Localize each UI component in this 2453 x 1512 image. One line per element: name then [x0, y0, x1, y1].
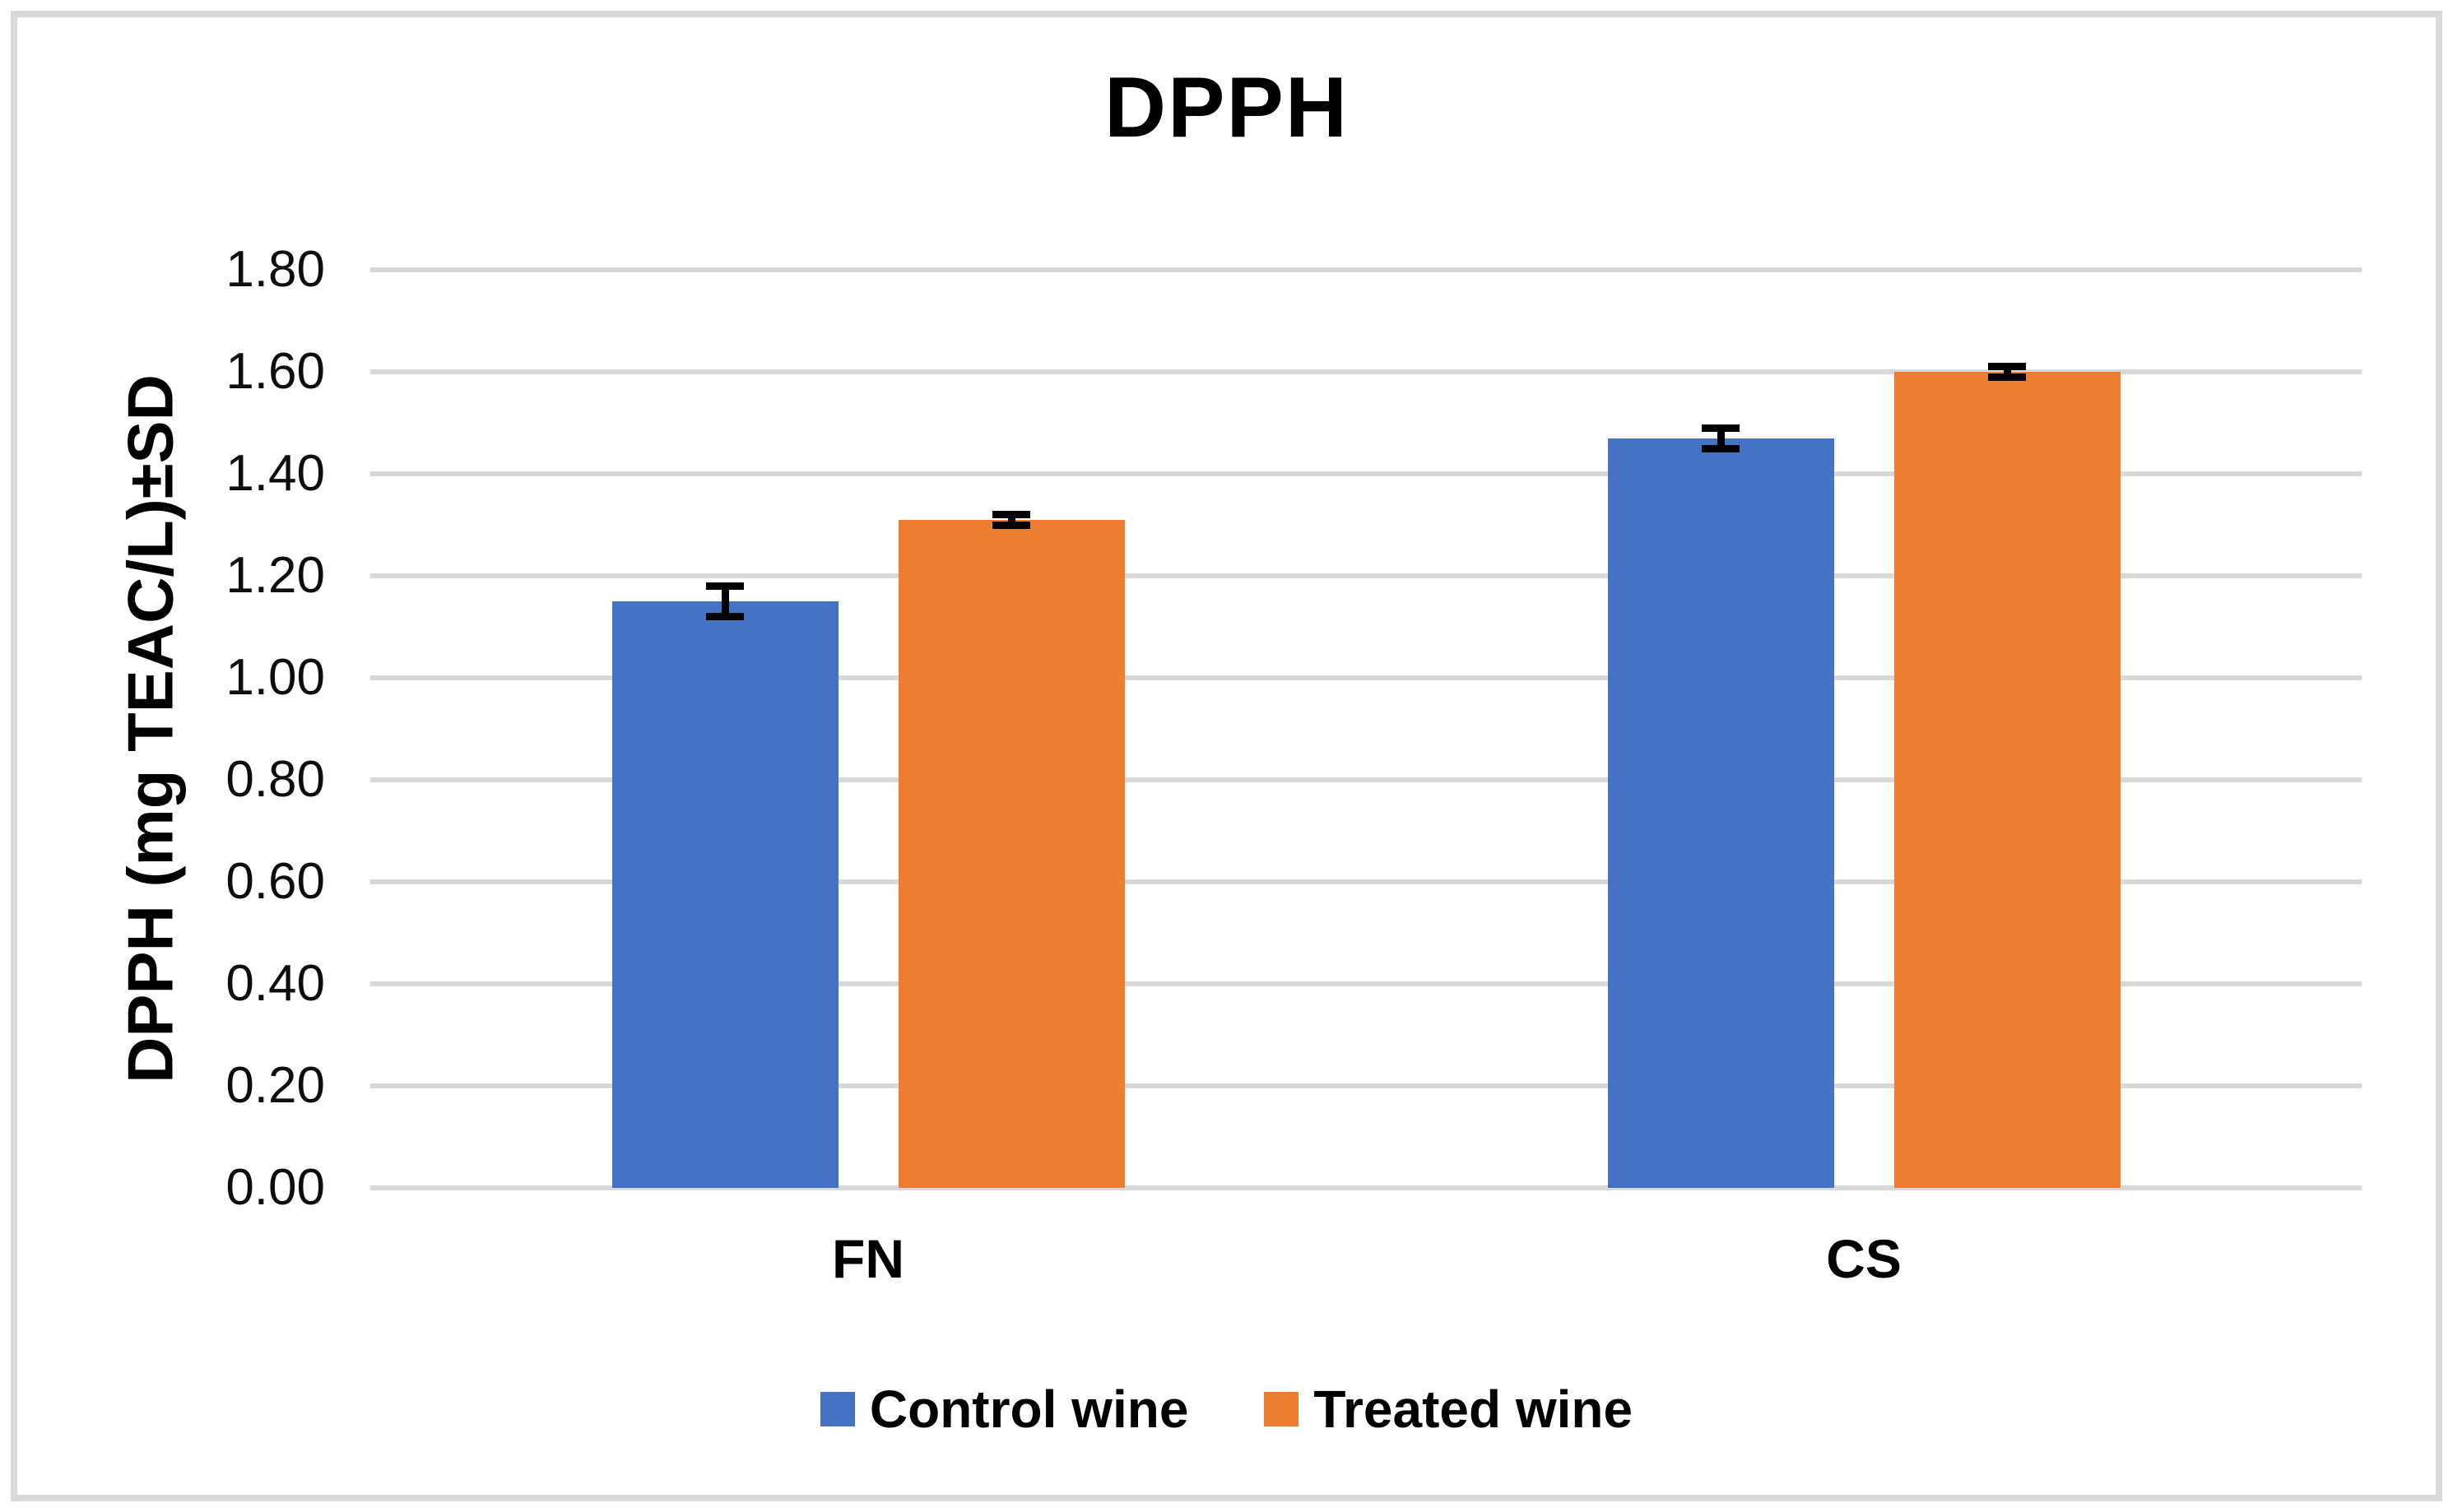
error-bar-cap: [1988, 373, 2026, 381]
y-tick-label: 1.00: [225, 649, 325, 706]
legend-label: Control wine: [869, 1380, 1189, 1439]
gridline: [370, 573, 2362, 578]
legend-item-control-wine: Control wine: [820, 1379, 1189, 1440]
error-bar: [1007, 514, 1015, 525]
x-category-label-fn: FN: [832, 1228, 904, 1289]
gridline: [370, 471, 2362, 476]
y-tick-label: 0.40: [225, 955, 325, 1012]
legend-swatch: [1264, 1392, 1299, 1426]
legend-item-treated-wine: Treated wine: [1264, 1379, 1633, 1440]
y-tick-label: 0.00: [225, 1159, 325, 1216]
x-category-label-cs: CS: [1826, 1228, 1902, 1289]
chart-title: DPPH: [1104, 60, 1349, 155]
error-bar-cap: [1702, 444, 1740, 452]
bar-control-wine-fn: [611, 601, 839, 1188]
y-tick-label: 0.80: [225, 751, 325, 808]
bar-treated-wine-fn: [898, 519, 1125, 1188]
error-bar: [721, 586, 729, 617]
error-bar-cap: [706, 582, 744, 590]
error-bar-cap: [1702, 424, 1740, 432]
legend: Control wine Treated wine: [0, 1379, 2453, 1440]
error-bar-cap: [1988, 363, 2026, 371]
gridline: [370, 675, 2362, 680]
gridline: [370, 369, 2362, 374]
y-tick-label: 1.40: [225, 445, 325, 502]
y-tick-label: 0.20: [225, 1057, 325, 1114]
legend-swatch: [820, 1392, 855, 1426]
bar-treated-wine-cs: [1893, 372, 2121, 1188]
error-bar: [2003, 366, 2011, 378]
gridline: [370, 1083, 2362, 1088]
gridline: [370, 777, 2362, 782]
y-tick-label: 1.60: [225, 343, 325, 400]
error-bar-cap: [992, 511, 1030, 519]
error-bar-cap: [706, 613, 744, 621]
y-axis-title: DPPH (mg TEAC/L)±SD: [89, 270, 212, 1188]
y-tick-label: 1.80: [225, 241, 325, 298]
x-axis-line: [370, 1185, 2362, 1190]
figure-border: [11, 11, 2442, 1501]
plot-area: [370, 267, 2362, 1190]
gridline: [370, 981, 2362, 986]
error-bar-cap: [992, 521, 1030, 529]
y-tick-label: 0.60: [225, 853, 325, 910]
legend-label: Treated wine: [1313, 1380, 1633, 1439]
gridline: [370, 879, 2362, 884]
y-tick-label: 1.20: [225, 547, 325, 604]
bar-control-wine-cs: [1607, 438, 1834, 1188]
gridline: [370, 267, 2362, 272]
error-bar: [1717, 428, 1725, 448]
